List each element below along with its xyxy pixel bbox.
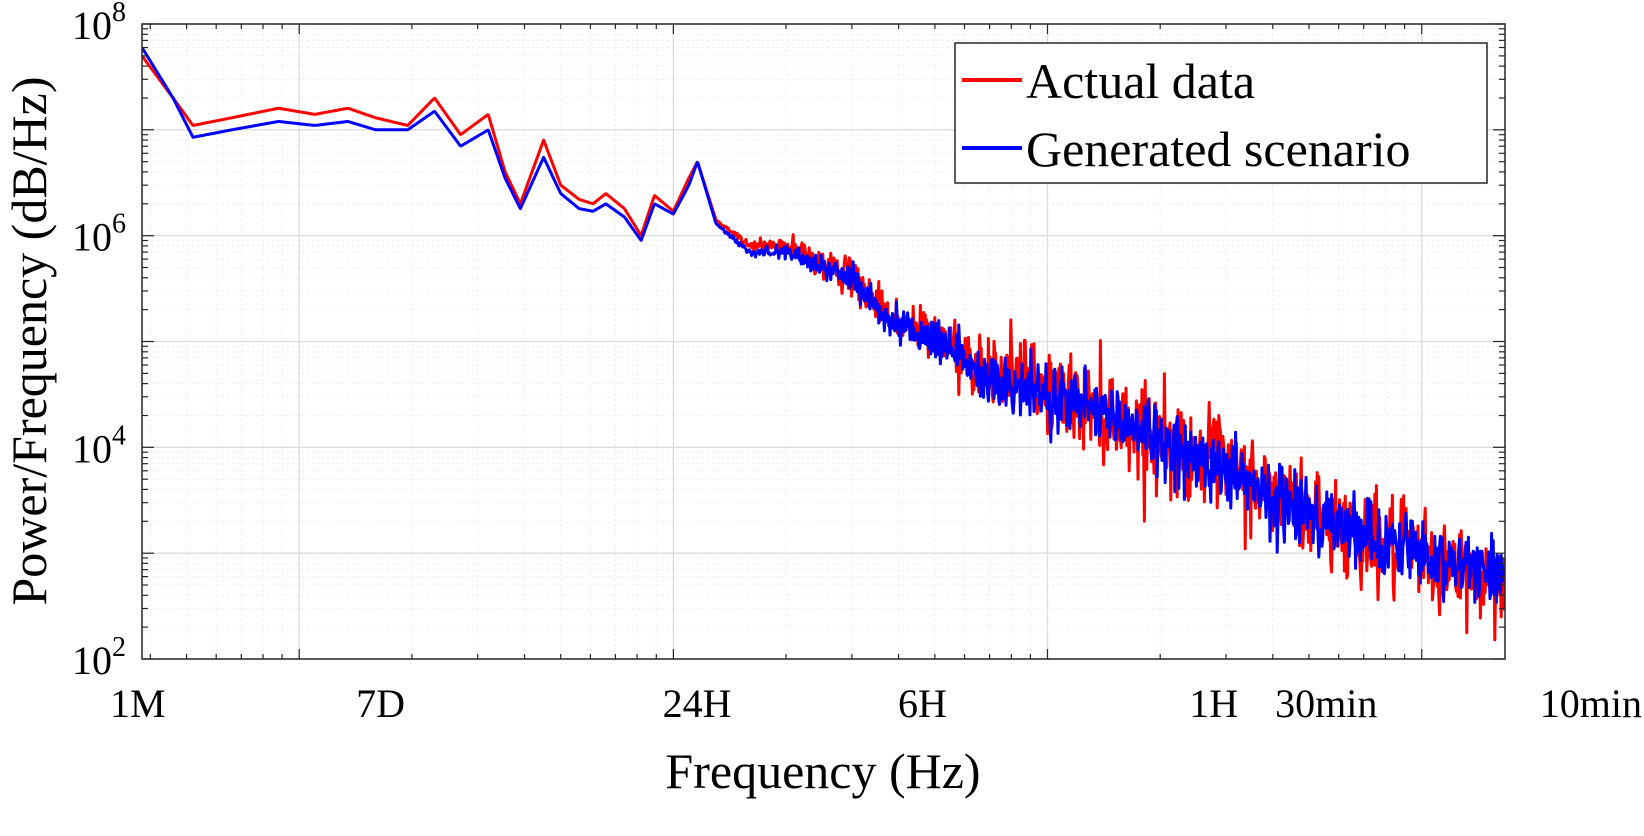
legend-box [954, 42, 1488, 184]
legend-label-actual: Actual data [1026, 53, 1255, 109]
y-tick-label: 108 [72, 0, 126, 48]
series-line-generated [142, 46, 1505, 604]
y-tick-labels: 102 104 106 108 [72, 0, 126, 683]
tick-marks [142, 23, 1505, 660]
y-tick-label: 106 [72, 209, 126, 260]
x-tick-labels: 1M 7D 24H 6H 1H 30min 10min [110, 681, 1642, 726]
y-tick-label: 104 [72, 420, 126, 471]
x-axis-label: Frequency (Hz) [665, 743, 980, 799]
x-tick-label: 30min [1275, 681, 1377, 726]
x-tick-label: 6H [898, 681, 947, 726]
y-tick-label: 102 [72, 632, 126, 683]
x-tick-label: 24H [663, 681, 732, 726]
y-axis-label: Power/Frequency (dB/Hz) [1, 76, 57, 605]
x-tick-label: 1M [110, 681, 166, 726]
legend: Actual data Generated scenario [954, 42, 1488, 184]
x-tick-label: 7D [356, 681, 405, 726]
x-tick-label: 1H [1189, 681, 1238, 726]
series-layer [142, 46, 1505, 642]
legend-label-generated: Generated scenario [1026, 121, 1411, 177]
x-tick-label: 10min [1540, 681, 1642, 726]
